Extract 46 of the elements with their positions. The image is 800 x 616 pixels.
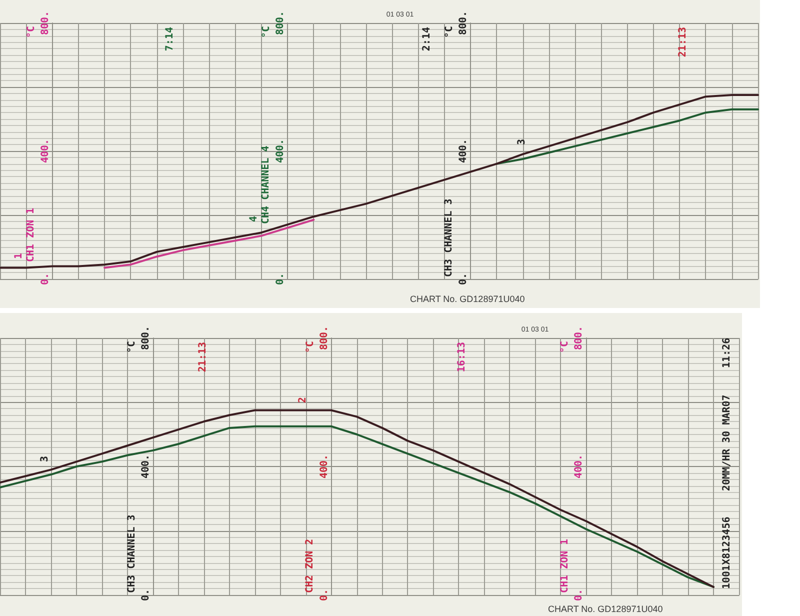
y-tick-label: 800. <box>140 326 152 350</box>
annotation: 21:13 <box>678 27 688 58</box>
annotation: 4 <box>248 216 260 222</box>
annotation: CH4 CHANNEL 4 <box>260 146 272 224</box>
annotation: CH3 CHANNEL 3 <box>444 198 454 277</box>
y2-tick-label: 0. <box>318 588 330 602</box>
y-axis-title: °C <box>26 26 37 38</box>
y3-axis-title: °C <box>444 26 455 38</box>
annotation: 16:13 <box>456 342 468 372</box>
annotation: 1 <box>14 252 24 260</box>
y-tick-label: 800. <box>40 10 51 36</box>
annotation: CH3 CHANNEL 3 <box>126 514 138 593</box>
y-axis-title: °C <box>126 341 138 354</box>
y2-axis-title: °C <box>304 341 316 354</box>
y3-axis-title: °C <box>560 341 571 354</box>
annotation: 21:13 <box>198 342 208 372</box>
y2-tick-label: 0. <box>275 272 286 286</box>
annotation: 3 <box>516 138 528 146</box>
y3-tick-label: 400. <box>458 138 469 164</box>
y2-tick-label: 800. <box>318 326 330 350</box>
y-tick-label: 0. <box>40 272 51 286</box>
line-series <box>496 108 759 165</box>
y2-tick-label: 800. <box>275 10 286 36</box>
y2-tick-label: 400. <box>318 454 330 479</box>
y3-tick-label: 0. <box>458 272 469 286</box>
annotation: 3 <box>40 456 50 462</box>
annotation: 20MM/HR 30 MAR07 <box>722 394 732 491</box>
annotation: CH1 ZON 1 <box>560 538 570 593</box>
annotation: 2 <box>298 396 308 404</box>
y3-tick-label: 800. <box>574 326 585 350</box>
annotation: 7:14 <box>164 27 176 52</box>
y-tick-label: 400. <box>40 138 51 164</box>
y-tick-label: 0. <box>140 588 152 602</box>
y3-tick-label: 0. <box>574 588 585 602</box>
annotation: CH2 ZON 2 <box>304 538 316 593</box>
y3-tick-label: 400. <box>574 454 585 479</box>
y2-axis-title: °C <box>261 26 272 38</box>
y3-tick-label: 800. <box>458 10 469 36</box>
y-tick-label: 400. <box>140 454 152 479</box>
text: CHART No. GD128971U040 <box>548 604 663 614</box>
y2-tick-label: 400. <box>275 138 286 164</box>
annotation: CH1 ZON 1 <box>26 208 36 262</box>
annotation: 1001X8123456 <box>722 516 732 589</box>
annotation: 2:14 <box>422 27 432 52</box>
text: CHART No. GD128971U040 <box>410 294 525 304</box>
annotation: 11:26 <box>722 338 732 368</box>
